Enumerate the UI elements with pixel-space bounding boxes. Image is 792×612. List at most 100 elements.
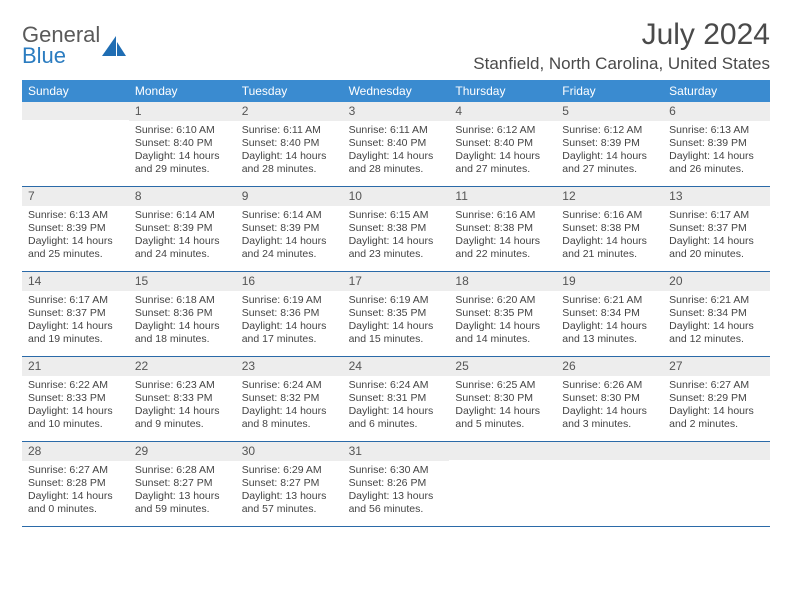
calendar-day-cell: 11Sunrise: 6:16 AMSunset: 8:38 PMDayligh… [449, 187, 556, 271]
calendar-day-cell: 9Sunrise: 6:14 AMSunset: 8:39 PMDaylight… [236, 187, 343, 271]
sunrise-text: Sunrise: 6:13 AM [669, 124, 764, 137]
sunrise-text: Sunrise: 6:19 AM [242, 294, 337, 307]
sunset-text: Sunset: 8:29 PM [669, 392, 764, 405]
calendar-page: General Blue July 2024 Stanfield, North … [0, 0, 792, 539]
daylight-text: Daylight: 14 hours and 28 minutes. [242, 150, 337, 176]
calendar-day-cell: 8Sunrise: 6:14 AMSunset: 8:39 PMDaylight… [129, 187, 236, 271]
day-number: 15 [129, 272, 236, 291]
sunset-text: Sunset: 8:27 PM [135, 477, 230, 490]
sunrise-text: Sunrise: 6:11 AM [349, 124, 444, 137]
sunset-text: Sunset: 8:30 PM [455, 392, 550, 405]
calendar-day-cell: 1 Sunrise: 6:10 AMSunset: 8:40 PMDaylight… [129, 102, 236, 186]
calendar-day-cell: 13Sunrise: 6:17 AMSunset: 8:37 PMDayligh… [663, 187, 770, 271]
sunset-text: Sunset: 8:36 PM [242, 307, 337, 320]
calendar-day-cell: 19Sunrise: 6:21 AMSunset: 8:34 PMDayligh… [556, 272, 663, 356]
calendar-day-cell [556, 442, 663, 526]
day-number: 14 [22, 272, 129, 291]
day-number: 2 [236, 102, 343, 121]
day-number: 24 [343, 357, 450, 376]
sunset-text: Sunset: 8:36 PM [135, 307, 230, 320]
calendar-day-cell [663, 442, 770, 526]
daylight-text: Daylight: 14 hours and 24 minutes. [135, 235, 230, 261]
daylight-text: Daylight: 14 hours and 28 minutes. [349, 150, 444, 176]
day-number: 23 [236, 357, 343, 376]
sunset-text: Sunset: 8:39 PM [242, 222, 337, 235]
sunset-text: Sunset: 8:35 PM [349, 307, 444, 320]
daylight-text: Daylight: 14 hours and 10 minutes. [28, 405, 123, 431]
day-number: 6 [663, 102, 770, 121]
calendar-day-cell: 12Sunrise: 6:16 AMSunset: 8:38 PMDayligh… [556, 187, 663, 271]
sunset-text: Sunset: 8:33 PM [28, 392, 123, 405]
day-number: 3 [343, 102, 450, 121]
sunrise-text: Sunrise: 6:27 AM [669, 379, 764, 392]
calendar-day-cell: 20Sunrise: 6:21 AMSunset: 8:34 PMDayligh… [663, 272, 770, 356]
sunset-text: Sunset: 8:39 PM [562, 137, 657, 150]
daylight-text: Daylight: 14 hours and 22 minutes. [455, 235, 550, 261]
weekday-label: Friday [556, 80, 663, 102]
calendar-day-cell: 29 Sunrise: 6:28 AMSunset: 8:27 PMDayligh… [129, 442, 236, 526]
brand-text: General Blue [22, 24, 100, 67]
daylight-text: Daylight: 14 hours and 3 minutes. [562, 405, 657, 431]
sunrise-text: Sunrise: 6:17 AM [669, 209, 764, 222]
day-number [556, 442, 663, 460]
sunset-text: Sunset: 8:38 PM [455, 222, 550, 235]
day-number: 18 [449, 272, 556, 291]
calendar-week-row: 1Sunrise: 6:10 AMSunset: 8:40 PMDaylight… [22, 102, 770, 187]
sunrise-text: Sunrise: 6:22 AM [28, 379, 123, 392]
calendar-day-cell: 7Sunrise: 6:13 AMSunset: 8:39 PMDaylight… [22, 187, 129, 271]
sunrise-text: Sunrise: 6:24 AM [349, 379, 444, 392]
weekday-label: Wednesday [343, 80, 450, 102]
page-header: General Blue July 2024 Stanfield, North … [22, 18, 770, 74]
sunset-text: Sunset: 8:40 PM [135, 137, 230, 150]
weekday-label: Saturday [663, 80, 770, 102]
sunrise-text: Sunrise: 6:17 AM [28, 294, 123, 307]
sunset-text: Sunset: 8:26 PM [349, 477, 444, 490]
daylight-text: Daylight: 13 hours and 59 minutes. [135, 490, 230, 516]
daylight-text: Daylight: 14 hours and 9 minutes. [135, 405, 230, 431]
brand-part2: Blue [22, 45, 100, 67]
sunset-text: Sunset: 8:38 PM [349, 222, 444, 235]
sunrise-text: Sunrise: 6:28 AM [135, 464, 230, 477]
sunrise-text: Sunrise: 6:10 AM [135, 124, 230, 137]
sunrise-text: Sunrise: 6:20 AM [455, 294, 550, 307]
sunset-text: Sunset: 8:27 PM [242, 477, 337, 490]
day-number: 28 [22, 442, 129, 461]
sunrise-text: Sunrise: 6:18 AM [135, 294, 230, 307]
sunset-text: Sunset: 8:33 PM [135, 392, 230, 405]
title-block: July 2024 Stanfield, North Carolina, Uni… [473, 18, 770, 74]
daylight-text: Daylight: 14 hours and 19 minutes. [28, 320, 123, 346]
daylight-text: Daylight: 14 hours and 12 minutes. [669, 320, 764, 346]
sunset-text: Sunset: 8:32 PM [242, 392, 337, 405]
day-number: 31 [343, 442, 450, 461]
sunrise-text: Sunrise: 6:21 AM [669, 294, 764, 307]
sunrise-text: Sunrise: 6:19 AM [349, 294, 444, 307]
sunset-text: Sunset: 8:39 PM [669, 137, 764, 150]
day-number: 1 [129, 102, 236, 121]
day-number: 7 [22, 187, 129, 206]
sunset-text: Sunset: 8:28 PM [28, 477, 123, 490]
daylight-text: Daylight: 14 hours and 0 minutes. [28, 490, 123, 516]
daylight-text: Daylight: 14 hours and 29 minutes. [135, 150, 230, 176]
sunset-text: Sunset: 8:37 PM [28, 307, 123, 320]
calendar-day-cell: 26Sunrise: 6:26 AMSunset: 8:30 PMDayligh… [556, 357, 663, 441]
daylight-text: Daylight: 14 hours and 26 minutes. [669, 150, 764, 176]
sunrise-text: Sunrise: 6:30 AM [349, 464, 444, 477]
weekday-label: Thursday [449, 80, 556, 102]
daylight-text: Daylight: 14 hours and 5 minutes. [455, 405, 550, 431]
day-number [449, 442, 556, 460]
sunset-text: Sunset: 8:40 PM [455, 137, 550, 150]
weekday-label: Sunday [22, 80, 129, 102]
day-number: 10 [343, 187, 450, 206]
day-number: 29 [129, 442, 236, 461]
day-number: 30 [236, 442, 343, 461]
calendar-day-cell: 5Sunrise: 6:12 AMSunset: 8:39 PMDaylight… [556, 102, 663, 186]
calendar-day-cell: 31Sunrise: 6:30 AMSunset: 8:26 PMDayligh… [343, 442, 450, 526]
calendar-day-cell: 2Sunrise: 6:11 AMSunset: 8:40 PMDaylight… [236, 102, 343, 186]
month-title: July 2024 [473, 18, 770, 52]
daylight-text: Daylight: 14 hours and 6 minutes. [349, 405, 444, 431]
day-number: 25 [449, 357, 556, 376]
calendar-day-cell: 3Sunrise: 6:11 AMSunset: 8:40 PMDaylight… [343, 102, 450, 186]
sunset-text: Sunset: 8:37 PM [669, 222, 764, 235]
day-number [22, 102, 129, 120]
daylight-text: Daylight: 14 hours and 15 minutes. [349, 320, 444, 346]
